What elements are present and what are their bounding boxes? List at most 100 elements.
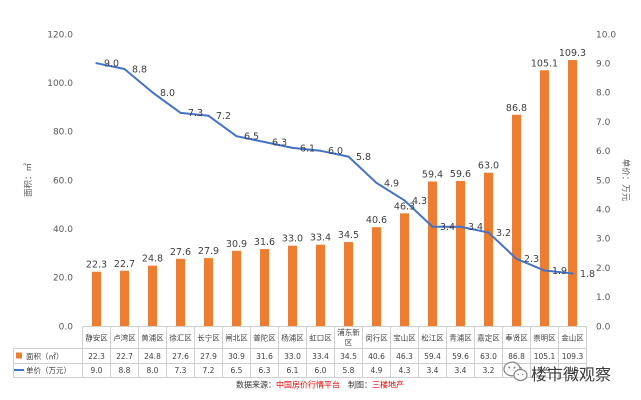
area-bar — [120, 270, 129, 326]
price-point — [179, 111, 182, 114]
category-label: 杨浦区 — [281, 332, 304, 342]
right-axis-tick-label: 0.0 — [596, 322, 611, 332]
category-label: 黄浦区 — [141, 332, 164, 342]
right-axis-tick-label: 6.0 — [596, 147, 611, 157]
category-label: 闵行区 — [365, 332, 388, 342]
left-axis-tick-label: 80.0 — [53, 128, 73, 138]
table-cell-price: 8.8 — [119, 366, 131, 375]
price-point — [123, 68, 126, 71]
area-data-label: 30.9 — [226, 239, 247, 250]
table-cell-area: 30.9 — [228, 352, 245, 361]
area-data-label: 63.0 — [478, 161, 499, 172]
source-name: 中国房价行情平台 — [276, 380, 340, 390]
area-data-label: 33.0 — [282, 234, 303, 245]
table-cell-area: 63.0 — [480, 352, 497, 361]
left-axis: 0.0 20.0 40.0 60.0 80.0 100.0 120.0 — [47, 30, 73, 332]
left-axis-tick-label: 40.0 — [53, 225, 73, 235]
price-line-series — [95, 62, 574, 275]
area-data-label: 22.3 — [86, 260, 107, 271]
price-data-label: 3.4 — [440, 222, 455, 233]
price-point — [291, 146, 294, 149]
category-label: 青浦区 — [449, 332, 472, 342]
category-label-line: 区 — [345, 338, 353, 347]
category-label: 奉贤区 — [505, 332, 528, 342]
right-axis-title: 单价：万元 — [620, 159, 631, 202]
table-cell-area: 24.8 — [144, 352, 161, 361]
area-bar-series — [92, 60, 577, 326]
table-cell-area: 27.6 — [172, 352, 189, 361]
area-bar — [568, 60, 577, 326]
category-label: 闸北区 — [225, 333, 248, 342]
area-bar — [148, 265, 157, 326]
table-cell-price: 9.0 — [91, 366, 103, 375]
category-label: 松江区 — [421, 332, 444, 342]
area-data-label: 46.3 — [394, 201, 415, 212]
area-data-label: 27.6 — [170, 247, 191, 258]
table-cell-price: 8.0 — [147, 366, 159, 375]
price-data-label: 3.4 — [468, 222, 483, 233]
chart-by-label: 制图： — [348, 380, 372, 390]
table-cell-price: 4.3 — [399, 366, 411, 375]
price-data-label: 6.3 — [272, 137, 287, 148]
right-axis-tick-label: 9.0 — [596, 60, 611, 70]
table-cell-area: 27.9 — [200, 352, 217, 361]
table-cell-area: 59.6 — [452, 352, 469, 361]
watermark: 楼市微观察 — [503, 361, 611, 384]
area-data-label: 40.6 — [366, 215, 387, 226]
right-axis-tick-label: 5.0 — [596, 176, 611, 186]
wechat-icon-eye — [522, 373, 524, 376]
table-cell-price: 1.9 — [539, 366, 551, 375]
category-label: 虹口区 — [309, 333, 332, 342]
table-cell-price: 1.8 — [567, 366, 579, 375]
table-cell-area: 40.6 — [368, 352, 385, 361]
table-cell-area: 22.3 — [88, 352, 105, 361]
left-axis-title: 面积：㎡ — [23, 163, 34, 198]
price-point — [375, 181, 378, 184]
right-axis-tick-label: 10.0 — [596, 30, 616, 40]
table-row-area: 22.3 22.7 24.8 27.6 27.9 30.9 31.6 33.0 33.4 34.5… — [88, 352, 583, 361]
left-axis-tick-label: 120.0 — [47, 30, 73, 40]
area-bar — [288, 245, 297, 326]
wechat-icon-eye — [517, 373, 520, 376]
category-label: 金山区 — [561, 332, 584, 342]
legend-label-price: 单价（万元） — [26, 365, 71, 375]
price-data-label: 8.0 — [160, 88, 175, 99]
source-label: 数据来源： — [236, 380, 276, 390]
area-data-label: 27.9 — [198, 246, 219, 257]
table-cell-price: 6.3 — [259, 366, 271, 375]
category-label: 徐汇区 — [169, 332, 192, 342]
area-bar — [456, 180, 465, 326]
price-line-points — [95, 62, 574, 275]
price-data-label: 2.3 — [524, 254, 539, 265]
chart-by-name: 三楼地产 — [372, 380, 404, 390]
area-bar — [232, 250, 241, 326]
table-cell-area: 109.3 — [562, 352, 584, 361]
price-point — [543, 269, 546, 272]
area-bar — [484, 172, 493, 326]
area-data-label: 109.3 — [559, 48, 586, 59]
right-axis-tick-label: 2.0 — [596, 264, 611, 274]
price-point — [431, 225, 434, 228]
area-bar — [204, 258, 213, 326]
area-bar — [512, 114, 521, 326]
price-data-labels: 9.0 8.8 8.0 7.3 7.2 6.5 6.3 6.1 6.0 5.8 4.9 4.3 3.4 3… — [104, 59, 595, 280]
footer-credit: 数据来源：中国房价行情平台 制图：三楼地产 — [236, 380, 404, 390]
table-cell-price: 6.5 — [231, 366, 243, 375]
area-data-label: 33.4 — [310, 233, 331, 244]
table-cell-area: 86.8 — [508, 352, 525, 361]
area-bar — [344, 242, 353, 326]
price-point — [319, 149, 322, 152]
right-axis-tick-label: 3.0 — [596, 235, 611, 245]
wechat-icon-eye — [508, 366, 510, 369]
right-axis-tick-label: 7.0 — [596, 118, 611, 128]
category-label: 嘉定区 — [477, 332, 500, 342]
wechat-icon-bubble-small — [513, 368, 528, 382]
price-point — [347, 155, 350, 158]
price-data-label: 5.8 — [356, 152, 371, 163]
area-data-label: 105.1 — [531, 58, 558, 69]
area-bar — [400, 213, 409, 326]
table-cell-area: 33.4 — [312, 352, 329, 361]
